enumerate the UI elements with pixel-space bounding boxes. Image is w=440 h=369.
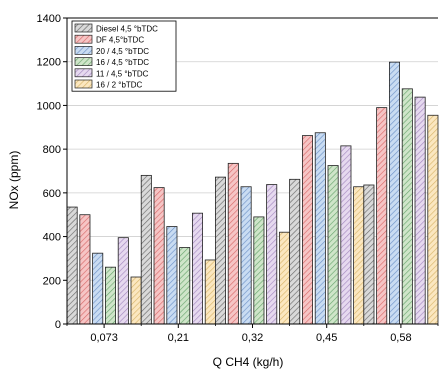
x-tick-label-2: 0,32 (242, 332, 263, 344)
bar-4-3 (253, 216, 265, 325)
legend-swatch-3 (74, 46, 93, 55)
legend-swatch-5 (74, 68, 93, 78)
legend-label-2: DF 4,5°bTDC (96, 36, 144, 45)
bar-4-5 (401, 88, 413, 325)
bar-2-3 (227, 162, 239, 325)
x-axis-label: Q CH4 (kg/h) (213, 355, 284, 369)
bar-6-5 (427, 114, 439, 325)
bar-5-4 (340, 145, 352, 325)
y-tick-label-3: 600 (43, 188, 61, 200)
legend-label-6: 16 / 2 °bTDC (96, 81, 143, 90)
bar-6-2 (204, 259, 216, 325)
bar-4-4 (327, 165, 339, 325)
bar-5-2 (191, 212, 203, 325)
y-tick-label-5: 1000 (37, 100, 61, 112)
bar-1-2 (140, 174, 152, 325)
bar-5-1 (117, 237, 129, 325)
bar-6-3 (278, 231, 290, 325)
bar-1-5 (363, 184, 375, 325)
bars (66, 61, 439, 325)
bar-3-4 (314, 132, 326, 325)
bar-5-5 (414, 96, 426, 325)
y-tick-label-6: 1200 (37, 57, 61, 69)
bar-3-3 (240, 186, 252, 325)
bar-2-1 (79, 214, 91, 325)
x-tick-label-0: 0,073 (90, 332, 118, 344)
y-tick-label-2: 400 (43, 232, 61, 244)
x-tick-label-4: 0,58 (390, 332, 411, 344)
legend-swatch-6 (74, 79, 93, 89)
y-axis-label: NOx (ppm) (7, 151, 21, 210)
bar-3-5 (388, 61, 400, 325)
y-tick-label-1: 200 (43, 275, 61, 287)
bar-6-1 (130, 276, 142, 325)
legend-label-4: 16 / 4,5 °bTDC (96, 58, 149, 67)
legend-swatch-4 (74, 57, 93, 66)
x-tick-label-3: 0,45 (316, 332, 337, 344)
y-tick-label-0: 0 (55, 319, 61, 331)
bar-5-3 (266, 184, 278, 325)
bar-4-2 (179, 247, 191, 325)
bar-6-4 (353, 186, 365, 325)
legend-label-1: Diesel 4,5 °bTDC (96, 25, 158, 34)
bar-2-4 (301, 135, 313, 325)
legend-swatch-2 (74, 34, 93, 44)
bar-1-4 (289, 178, 301, 325)
bar-3-2 (166, 226, 178, 325)
bar-4-1 (105, 266, 117, 325)
y-tick-label-7: 1400 (37, 13, 61, 25)
bar-2-5 (376, 107, 388, 325)
legend-swatch-1 (74, 23, 93, 33)
bar-2-2 (153, 187, 165, 325)
axes: 0 200 400 600 800 1000 1200 1400 0,073 0,21 0,32 0,… (37, 13, 439, 344)
bar-3-1 (92, 252, 104, 325)
legend: Diesel 4,5 °bTDC DF 4,5°bTDC 20 / 4,5 °bTD… (71, 20, 177, 92)
legend-label-3: 20 / 4,5 °bTDC (96, 47, 149, 56)
legend-label-5: 11 / 4,5 °bTDC (96, 69, 149, 78)
legend-box (71, 20, 177, 92)
y-tick-label-4: 800 (43, 144, 61, 156)
bar-1-3 (214, 176, 226, 325)
x-tick-label-1: 0,21 (168, 332, 189, 344)
bar-1-1 (66, 206, 78, 325)
